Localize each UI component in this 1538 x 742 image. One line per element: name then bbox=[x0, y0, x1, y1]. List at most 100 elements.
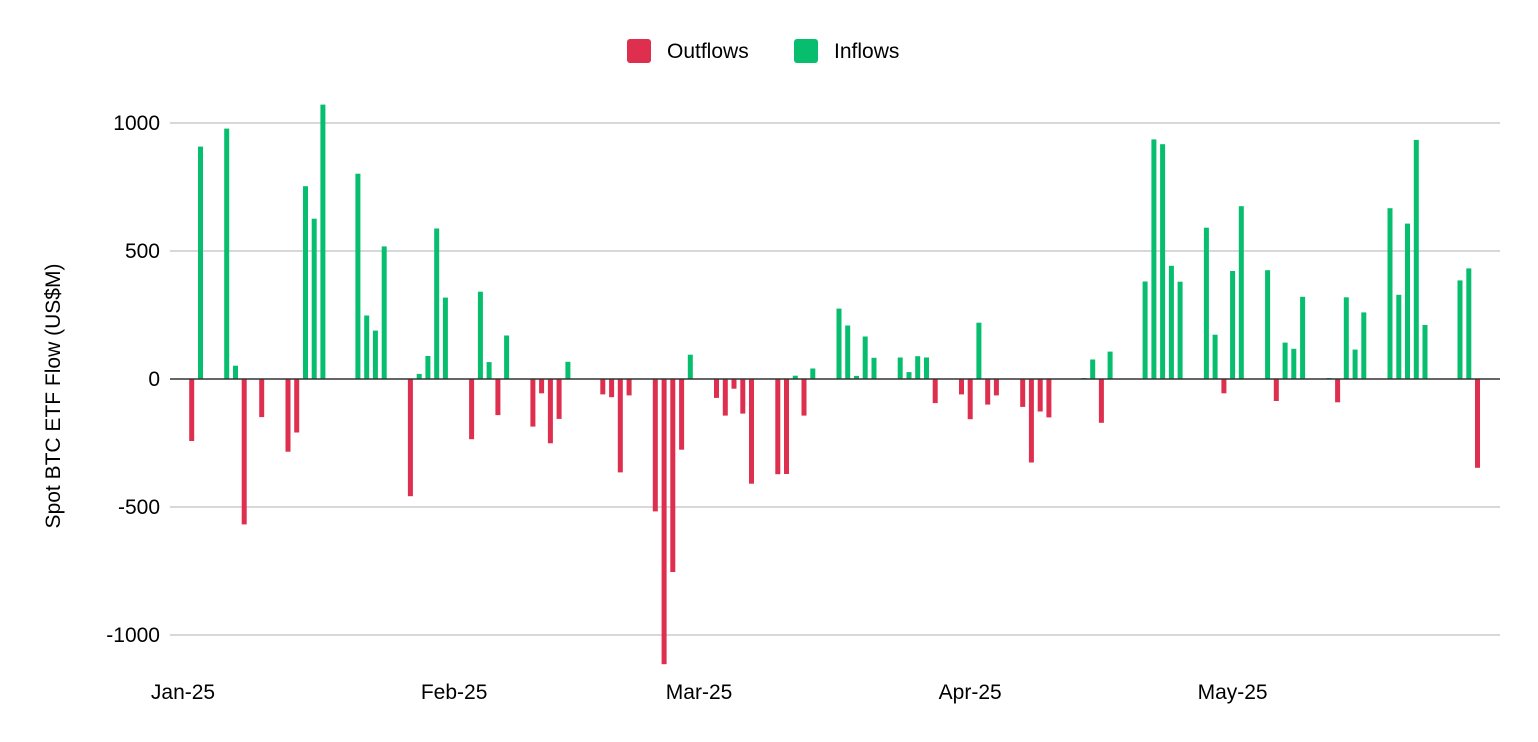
bar-inflow[interactable] bbox=[416, 373, 422, 379]
bar-inflow[interactable] bbox=[687, 354, 693, 379]
bar-outflow[interactable] bbox=[1028, 379, 1034, 463]
bar-inflow[interactable] bbox=[504, 335, 510, 380]
bar-outflow[interactable] bbox=[1335, 379, 1341, 403]
bar-inflow[interactable] bbox=[1291, 348, 1297, 379]
bar-inflow[interactable] bbox=[1466, 268, 1472, 379]
bar-inflow[interactable] bbox=[477, 291, 483, 379]
bar-inflow[interactable] bbox=[924, 357, 929, 380]
bar-inflow[interactable] bbox=[1142, 281, 1148, 380]
bar-inflow[interactable] bbox=[976, 322, 982, 379]
bar-inflow[interactable] bbox=[355, 173, 361, 379]
bar-inflow[interactable] bbox=[1300, 296, 1306, 379]
bar-outflow[interactable] bbox=[600, 379, 606, 395]
bar-outflow[interactable] bbox=[1098, 379, 1104, 423]
bar-inflow[interactable] bbox=[915, 356, 921, 379]
bar-inflow[interactable] bbox=[434, 228, 440, 380]
bar-inflow[interactable] bbox=[1343, 297, 1349, 379]
bar-inflow[interactable] bbox=[871, 357, 877, 379]
bar-outflow[interactable] bbox=[714, 379, 719, 398]
bar-outflow[interactable] bbox=[740, 379, 746, 414]
bar-inflow[interactable] bbox=[442, 297, 448, 379]
bar-inflow[interactable] bbox=[1212, 334, 1218, 379]
bar-outflow[interactable] bbox=[967, 379, 973, 420]
bar-outflow[interactable] bbox=[993, 379, 999, 396]
bar-inflow[interactable] bbox=[372, 330, 378, 379]
bar-inflow[interactable] bbox=[565, 361, 571, 379]
bar-outflow[interactable] bbox=[407, 379, 413, 497]
bar-inflow[interactable] bbox=[1387, 208, 1393, 379]
bar-inflow[interactable] bbox=[862, 336, 868, 380]
bar-inflow[interactable] bbox=[311, 218, 317, 379]
bar-outflow[interactable] bbox=[241, 379, 247, 525]
bar-inflow[interactable] bbox=[1457, 280, 1463, 379]
bar-outflow[interactable] bbox=[285, 379, 291, 452]
bar-outflow[interactable] bbox=[617, 379, 623, 473]
bar-outflow[interactable] bbox=[1475, 379, 1480, 468]
bar-inflow[interactable] bbox=[810, 368, 816, 380]
bar-outflow[interactable] bbox=[1273, 379, 1279, 401]
bar-inflow[interactable] bbox=[1238, 206, 1244, 379]
bar-outflow[interactable] bbox=[530, 379, 536, 427]
bar-inflow[interactable] bbox=[845, 325, 851, 380]
bar-inflow[interactable] bbox=[1230, 271, 1236, 379]
bar-inflow[interactable] bbox=[1405, 223, 1410, 379]
bar-inflow[interactable] bbox=[897, 357, 903, 380]
bar-inflow[interactable] bbox=[1151, 139, 1157, 379]
bar-outflow[interactable] bbox=[985, 379, 991, 405]
bar-outflow[interactable] bbox=[259, 379, 265, 418]
bar-outflow[interactable] bbox=[469, 379, 475, 440]
bar-inflow[interactable] bbox=[854, 375, 859, 379]
bar-inflow[interactable] bbox=[1265, 270, 1271, 379]
bar-outflow[interactable] bbox=[661, 379, 667, 665]
legend-label-outflows[interactable]: Outflows bbox=[667, 40, 749, 63]
bar-inflow[interactable] bbox=[792, 375, 798, 379]
bar-inflow[interactable] bbox=[320, 104, 326, 379]
bar-outflow[interactable] bbox=[609, 379, 615, 398]
bar-inflow[interactable] bbox=[233, 365, 238, 379]
bar-outflow[interactable] bbox=[1020, 379, 1026, 407]
bar-inflow[interactable] bbox=[198, 146, 203, 379]
bar-outflow[interactable] bbox=[539, 379, 545, 394]
bar-inflow[interactable] bbox=[364, 315, 370, 380]
bar-outflow[interactable] bbox=[189, 379, 195, 441]
bar-inflow[interactable] bbox=[486, 362, 492, 379]
bar-inflow[interactable] bbox=[1352, 349, 1358, 379]
bar-outflow[interactable] bbox=[556, 379, 562, 419]
bar-outflow[interactable] bbox=[495, 379, 501, 416]
bar-outflow[interactable] bbox=[731, 379, 737, 389]
bar-outflow[interactable] bbox=[670, 379, 676, 572]
bar-inflow[interactable] bbox=[425, 356, 431, 379]
bar-inflow[interactable] bbox=[381, 246, 387, 379]
bar-inflow[interactable] bbox=[836, 308, 842, 379]
bar-inflow[interactable] bbox=[1282, 342, 1288, 379]
bar-outflow[interactable] bbox=[547, 379, 553, 444]
bar-inflow[interactable] bbox=[1160, 144, 1166, 379]
bar-inflow[interactable] bbox=[1413, 139, 1419, 379]
bar-outflow[interactable] bbox=[1221, 379, 1227, 394]
bar-outflow[interactable] bbox=[679, 379, 685, 450]
bar-outflow[interactable] bbox=[294, 379, 300, 433]
legend-label-inflows[interactable]: Inflows bbox=[834, 40, 899, 63]
bar-outflow[interactable] bbox=[784, 379, 789, 474]
bar-inflow[interactable] bbox=[1361, 312, 1367, 379]
bar-inflow[interactable] bbox=[1090, 359, 1096, 380]
bar-inflow[interactable] bbox=[224, 128, 230, 379]
bar-outflow[interactable] bbox=[959, 379, 964, 395]
bar-outflow[interactable] bbox=[652, 379, 658, 512]
bar-inflow[interactable] bbox=[1422, 325, 1428, 379]
bar-outflow[interactable] bbox=[722, 379, 728, 416]
bar-inflow[interactable] bbox=[1107, 351, 1113, 379]
bar-outflow[interactable] bbox=[1037, 379, 1043, 412]
bar-inflow[interactable] bbox=[303, 186, 308, 379]
bar-outflow[interactable] bbox=[932, 379, 938, 404]
bar-outflow[interactable] bbox=[1046, 379, 1052, 418]
bar-outflow[interactable] bbox=[775, 379, 781, 475]
bar-inflow[interactable] bbox=[1396, 294, 1402, 379]
bar-inflow[interactable] bbox=[1168, 265, 1174, 379]
bar-inflow[interactable] bbox=[1177, 281, 1183, 379]
bar-inflow[interactable] bbox=[906, 372, 912, 379]
bar-outflow[interactable] bbox=[749, 379, 754, 484]
bar-outflow[interactable] bbox=[626, 379, 632, 396]
bar-inflow[interactable] bbox=[1203, 227, 1209, 379]
bar-outflow[interactable] bbox=[801, 379, 807, 416]
